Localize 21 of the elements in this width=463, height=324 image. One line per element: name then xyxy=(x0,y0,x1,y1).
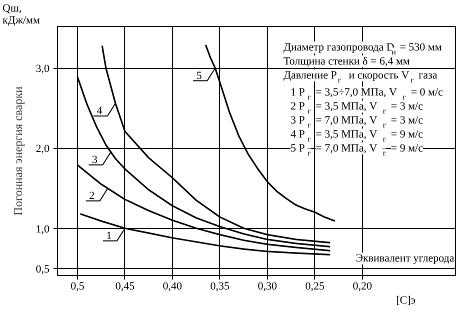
y-tick-label: 3,0 xyxy=(36,63,50,76)
annotation: 2 xyxy=(89,190,95,202)
x-tick-label: 0,20 xyxy=(352,280,373,292)
x-tick-label: 0,45 xyxy=(115,280,136,292)
x-axis-title: Эквивалент углерода xyxy=(356,252,454,265)
x-tick-label: 0,30 xyxy=(258,280,278,292)
y-axis-title: Погонная энергия сварки xyxy=(10,86,25,216)
annotation: 1 xyxy=(106,230,112,242)
annotation: 3 xyxy=(92,154,98,166)
text: [C]э xyxy=(396,294,416,306)
x-tick-label: 0,35 xyxy=(210,280,230,292)
x-tick-label: 0,5 xyxy=(70,280,85,292)
x-tick-label: 0,40 xyxy=(162,280,183,292)
y-tick-label: 2,0 xyxy=(36,143,50,156)
y-tick-label: 0,5 xyxy=(36,263,50,276)
text: Qш, кДж/мм xyxy=(2,2,40,26)
y-tick-label: 1,0 xyxy=(36,223,50,236)
annotation: 4 xyxy=(96,105,103,118)
annotation: Толщина стенки δ = 6,4 мм xyxy=(284,55,410,68)
x-tick-label: 0,25 xyxy=(305,280,326,292)
annotation: 5 xyxy=(196,70,202,82)
